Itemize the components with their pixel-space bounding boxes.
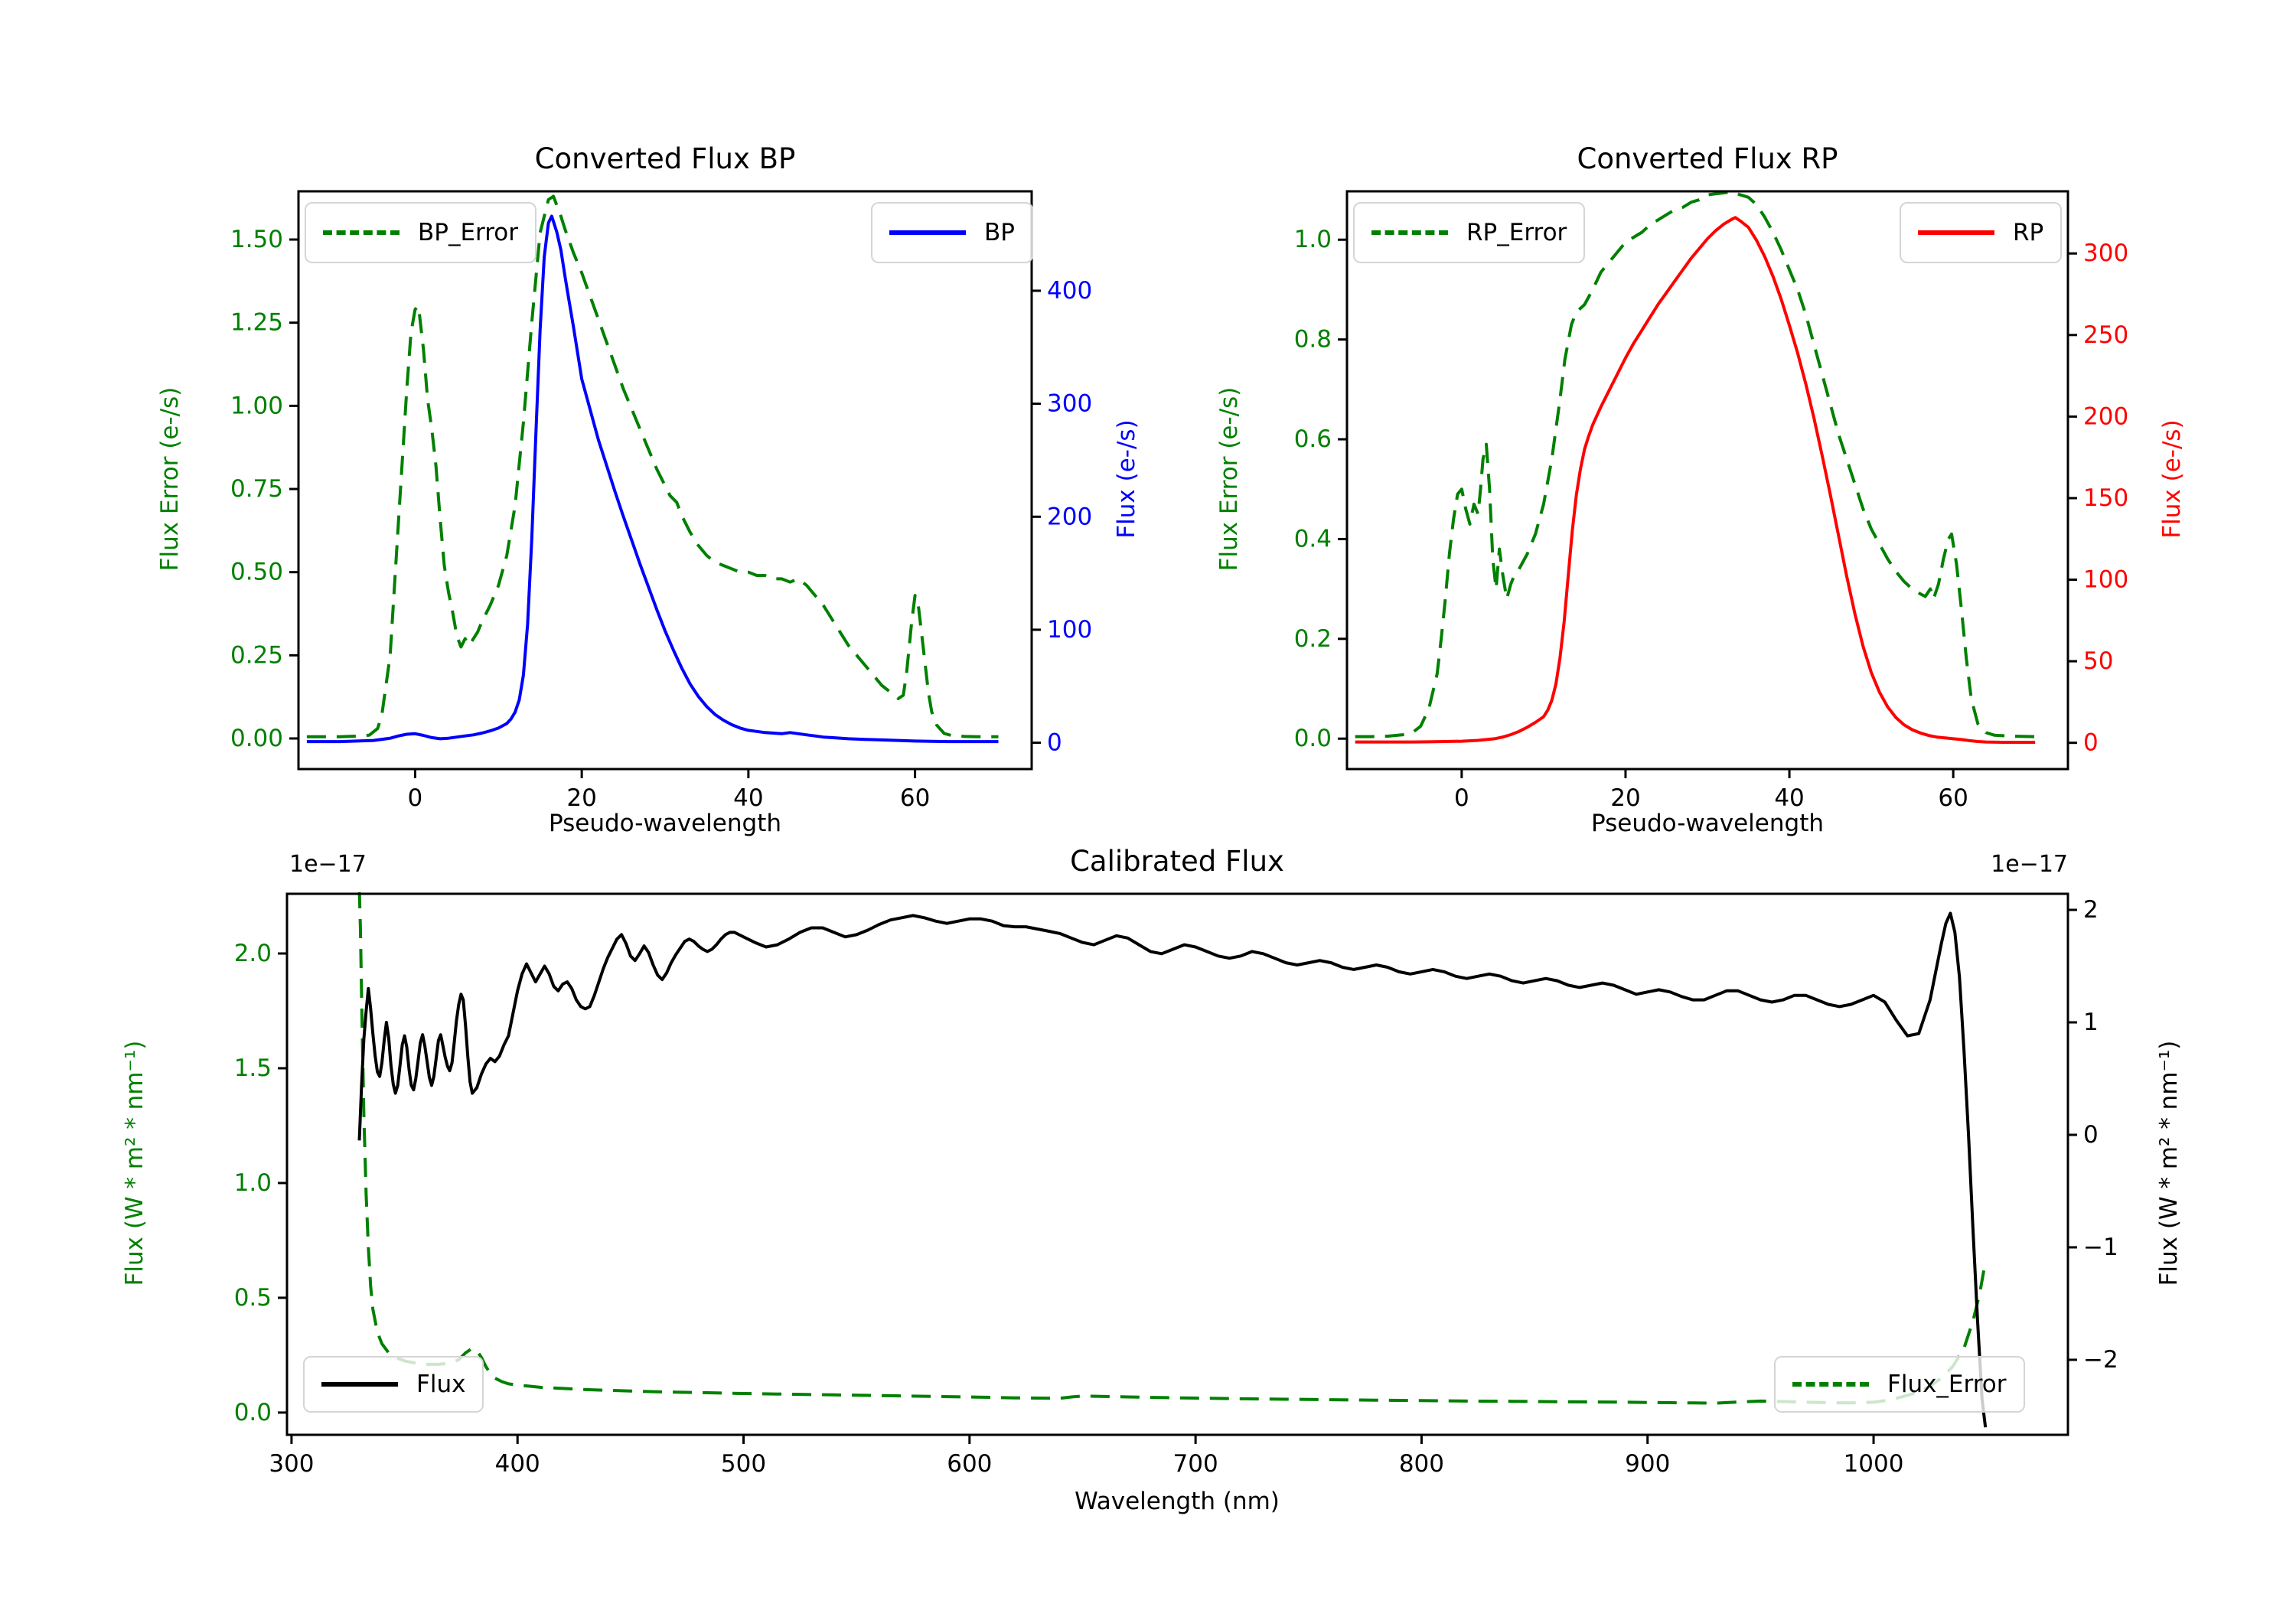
x-tick-label: 20	[566, 784, 596, 812]
series-BP	[306, 214, 999, 744]
y-tick-label: 2	[2083, 896, 2099, 924]
x-axis-label-rp: Pseudo-wavelength	[1590, 810, 1824, 837]
y-tick-label: 1.25	[230, 309, 283, 337]
series-Flux	[357, 911, 1988, 1428]
y-tick-label: 1	[2083, 1009, 2099, 1036]
y-tick-label: 0.75	[230, 475, 283, 503]
series-RP_Error	[1355, 190, 2036, 738]
calibrated-flux-axes-frame	[285, 892, 2069, 1436]
legend-bp-error: BP_Error	[305, 202, 537, 263]
y-tick-label: −1	[2083, 1234, 2118, 1261]
y-tick-label: 100	[2083, 566, 2128, 594]
y-tick-label: 0.50	[230, 559, 283, 586]
y-axis-label-bp-error: Flux Error (e-/s)	[156, 386, 184, 572]
x-tick-label: 700	[1173, 1450, 1218, 1478]
y-tick-label: 0.0	[1294, 725, 1332, 752]
x-tick-label: 40	[733, 784, 763, 812]
y-tick-label: 300	[1047, 390, 1092, 418]
y-tick-label: 0.0	[234, 1399, 272, 1426]
converted-flux-rp-series-group	[1355, 190, 2036, 744]
y-tick-label: 200	[1047, 503, 1092, 530]
y-tick-label: 100	[1047, 616, 1092, 644]
calibrated-flux-series-group	[357, 892, 1988, 1428]
chart-title-rp: Converted Flux RP	[1577, 142, 1838, 175]
converted-flux-bp-series-group	[306, 194, 999, 744]
y-tick-label: 0	[1047, 729, 1062, 757]
y-tick-label: 150	[2083, 484, 2128, 512]
chart-title-bp: Converted Flux BP	[534, 142, 796, 175]
legend-line-sample-dashed-green	[1792, 1382, 1869, 1387]
y-tick-label: 50	[2083, 647, 2113, 675]
y-tick-label: 0	[2083, 1121, 2099, 1149]
series-RP	[1355, 216, 2036, 744]
legend-line-sample-solid-blue	[889, 230, 966, 235]
legend-label: RP	[2013, 219, 2044, 246]
y-axis-label-rp-error: Flux Error (e-/s)	[1215, 386, 1243, 572]
y-tick-label: 400	[1047, 277, 1092, 305]
axis-offset-left: 1e−17	[289, 851, 367, 878]
y-tick-label: 1.5	[234, 1054, 272, 1082]
y-tick-label: 1.0	[1294, 226, 1332, 253]
y-tick-label: 0.6	[1294, 425, 1332, 453]
legend-label: Flux_Error	[1887, 1371, 2007, 1398]
y-axis-label-cal-flux-right: Flux (W * m² * nm⁻¹)	[2155, 1040, 2183, 1286]
x-axis-label-calibrated: Wavelength (nm)	[1075, 1488, 1280, 1515]
series-BP_Error	[306, 194, 999, 738]
x-tick-label: 500	[721, 1450, 766, 1478]
y-tick-label: 300	[2083, 240, 2128, 267]
legend-line-sample-solid-red	[1918, 230, 1994, 235]
y-tick-label: 0.25	[230, 641, 283, 669]
y-axis-label-bp-flux: Flux (e-/s)	[1113, 419, 1140, 539]
legend-bp: BP	[871, 202, 1033, 263]
x-tick-label: 0	[408, 784, 423, 812]
legend-line-sample-solid-black	[321, 1382, 398, 1387]
converted-flux-rp-axes-frame	[1345, 190, 2069, 771]
y-tick-label: 0.2	[1294, 625, 1332, 653]
x-tick-label: 60	[1938, 784, 1968, 812]
legend-label: BP	[984, 219, 1015, 246]
x-tick-label: 0	[1454, 784, 1469, 812]
x-tick-label: 900	[1625, 1450, 1670, 1478]
x-tick-label: 300	[269, 1450, 314, 1478]
y-tick-label: 0.8	[1294, 326, 1332, 354]
chart-title-calibrated: Calibrated Flux	[1070, 845, 1284, 878]
y-tick-label: 0.00	[230, 725, 283, 752]
x-tick-label: 400	[495, 1450, 540, 1478]
x-tick-label: 60	[900, 784, 930, 812]
x-tick-label: 600	[947, 1450, 992, 1478]
legend-label: Flux	[416, 1371, 466, 1398]
y-tick-label: 2.0	[234, 940, 272, 967]
x-tick-label: 800	[1399, 1450, 1444, 1478]
x-tick-label: 40	[1774, 784, 1804, 812]
y-axis-label-cal-flux-left: Flux (W * m² * nm⁻¹)	[121, 1040, 148, 1286]
x-tick-label: 20	[1610, 784, 1640, 812]
legend-line-sample-dashed-green	[323, 230, 400, 235]
legend-label: RP_Error	[1466, 219, 1567, 246]
x-axis-label-bp: Pseudo-wavelength	[548, 810, 781, 837]
y-tick-label: 1.50	[230, 226, 283, 253]
y-tick-label: 1.0	[234, 1169, 272, 1197]
y-tick-label: 0.5	[234, 1284, 272, 1312]
converted-flux-bp-axes-frame	[297, 190, 1033, 771]
legend-label: BP_Error	[418, 219, 519, 246]
legend-flux-error: Flux_Error	[1774, 1356, 2025, 1413]
axis-offset-right: 1e−17	[1991, 851, 2068, 878]
legend-line-sample-dashed-green	[1371, 230, 1448, 235]
y-tick-label: 0.4	[1294, 525, 1332, 553]
y-tick-label: 250	[2083, 321, 2128, 349]
x-tick-label: 1000	[1844, 1450, 1904, 1478]
y-tick-label: 1.00	[230, 392, 283, 419]
legend-flux: Flux	[303, 1356, 484, 1413]
y-tick-label: 200	[2083, 403, 2128, 430]
y-axis-label-rp-flux: Flux (e-/s)	[2158, 419, 2186, 539]
y-tick-label: −2	[2083, 1346, 2118, 1374]
legend-rp-error: RP_Error	[1353, 202, 1586, 263]
y-tick-label: 0	[2083, 729, 2099, 757]
legend-rp: RP	[1900, 202, 2063, 263]
